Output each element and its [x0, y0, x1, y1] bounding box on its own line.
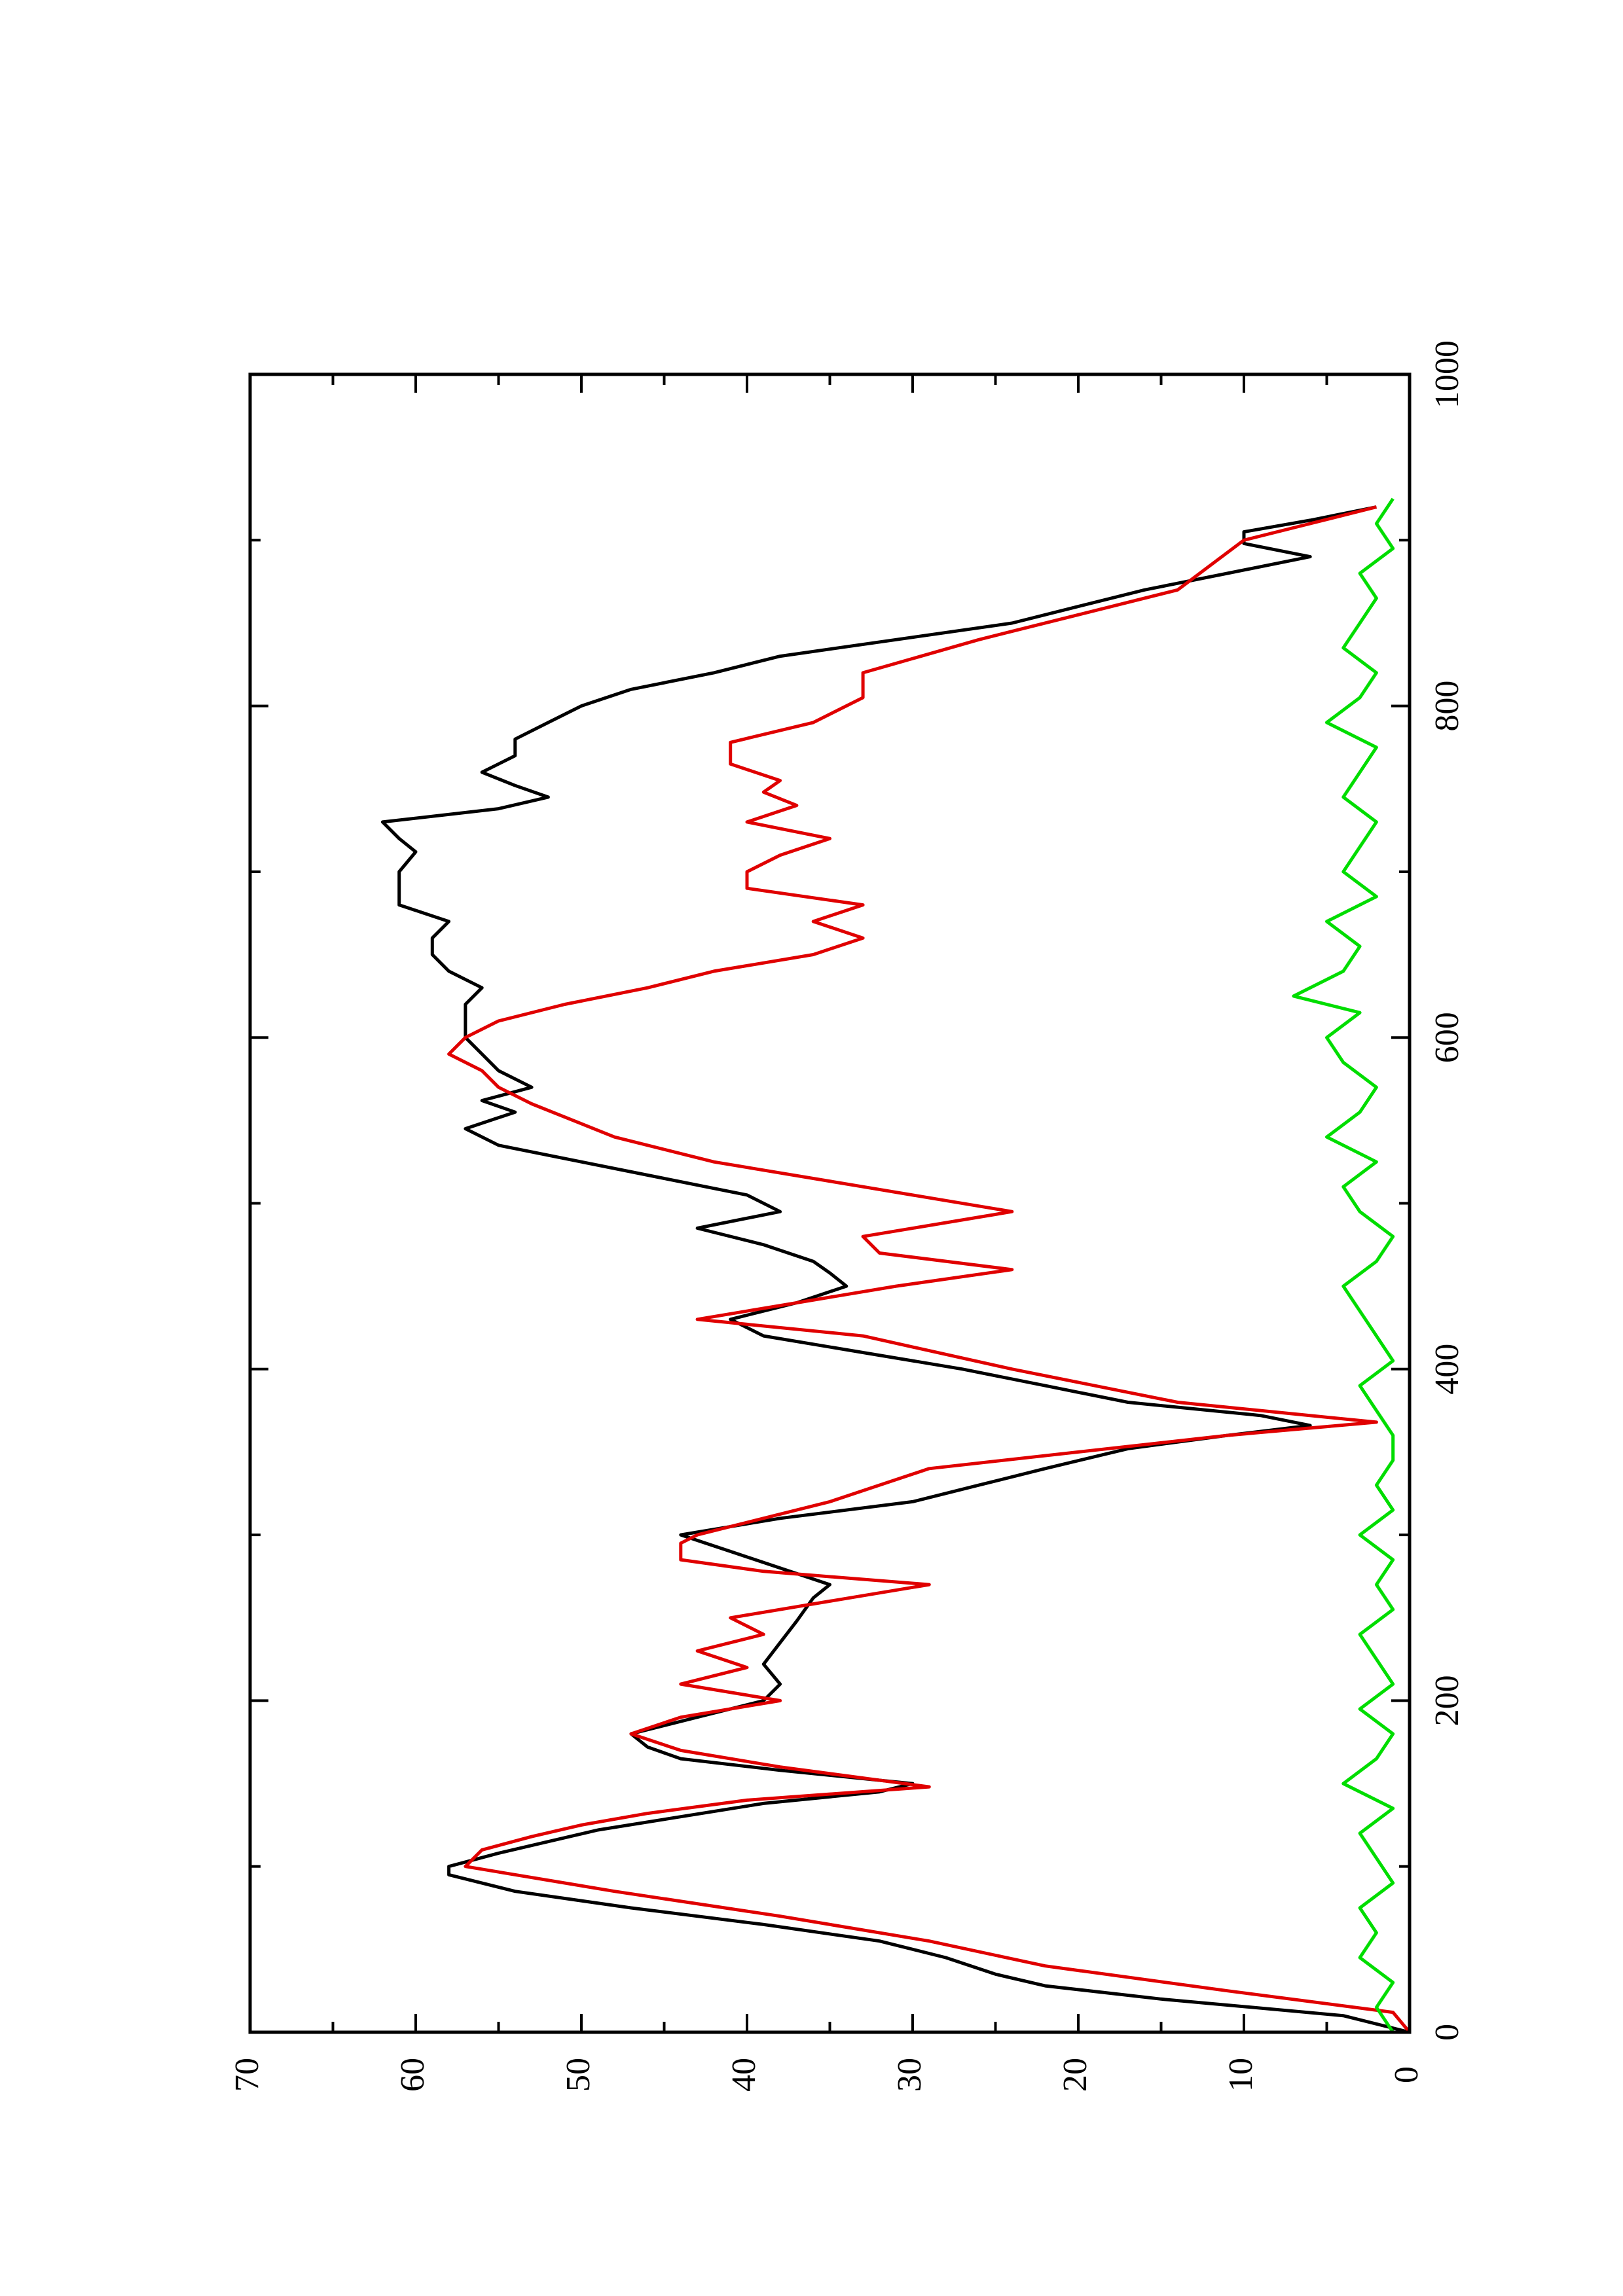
y-tick-label: 70: [228, 2058, 266, 2092]
tick-layer: 0 200 400 600 800 1000 0 10 20 30 40 50 60 70: [228, 340, 1466, 2092]
series-line-1: [380, 505, 1410, 2034]
x-tick-label: 1000: [1429, 340, 1466, 408]
series-line-2: [447, 505, 1411, 2034]
y-tick-label: 40: [725, 2058, 763, 2092]
plot-frame: [248, 372, 1412, 2034]
series-line-3: [1292, 497, 1395, 2034]
x-tick-label: 400: [1429, 1344, 1466, 1395]
y-tick-label: 50: [560, 2058, 597, 2092]
y-tick-label: 30: [891, 2058, 928, 2092]
y-tick-label: 10: [1222, 2058, 1260, 2092]
y-tick-label: 20: [1057, 2058, 1094, 2092]
x-tick-label: 200: [1429, 1675, 1466, 1726]
x-tick-label: 600: [1429, 1012, 1466, 1063]
y-tick-label: 0: [1388, 2066, 1425, 2083]
x-tick-label: 0: [1429, 2024, 1466, 2041]
x-tick-label: 800: [1429, 681, 1466, 732]
series-layer: [380, 497, 1411, 2034]
y-tick-label: 60: [394, 2058, 431, 2092]
